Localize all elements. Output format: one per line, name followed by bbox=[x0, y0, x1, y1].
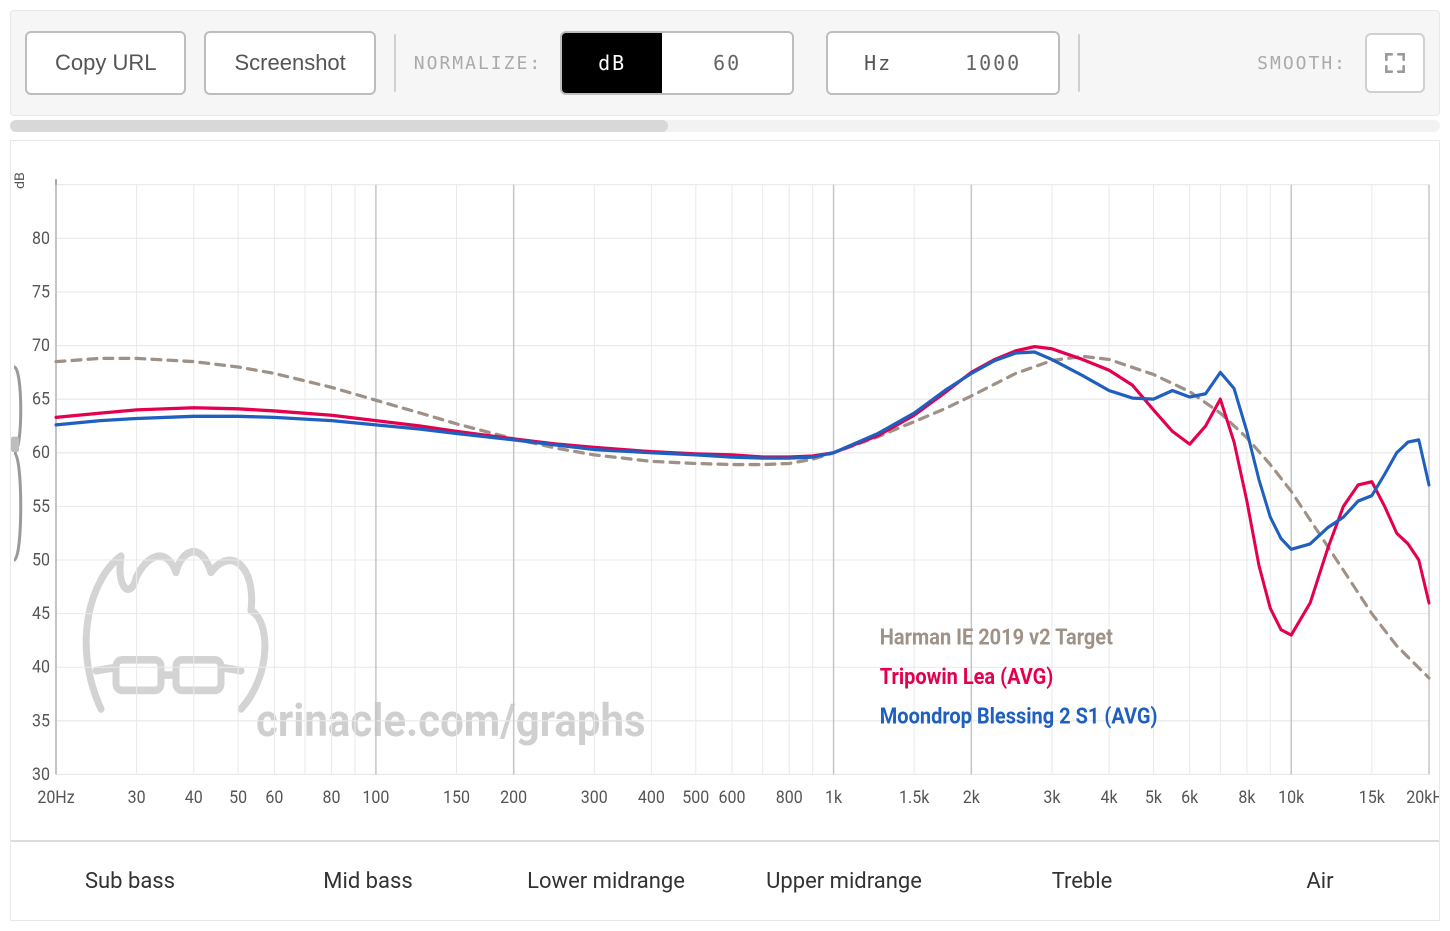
svg-text:55: 55 bbox=[32, 496, 50, 517]
svg-text:40: 40 bbox=[185, 787, 203, 808]
svg-text:1.5k: 1.5k bbox=[899, 787, 930, 808]
svg-text:50: 50 bbox=[32, 550, 50, 571]
svg-text:Tripowin Lea (AVG): Tripowin Lea (AVG) bbox=[880, 665, 1054, 690]
svg-text:80: 80 bbox=[32, 228, 50, 249]
normalize-label: NORMALIZE: bbox=[414, 53, 542, 74]
normalize-hz-input[interactable] bbox=[928, 33, 1058, 93]
app-frame: Copy URL Screenshot NORMALIZE: dB Hz SMO… bbox=[0, 0, 1450, 931]
svg-text:60: 60 bbox=[265, 787, 283, 808]
svg-text:100: 100 bbox=[362, 787, 389, 808]
svg-text:800: 800 bbox=[776, 787, 803, 808]
svg-text:2k: 2k bbox=[963, 787, 981, 808]
svg-text:Moondrop Blessing 2 S1 (AVG): Moondrop Blessing 2 S1 (AVG) bbox=[880, 705, 1158, 730]
svg-text:70: 70 bbox=[32, 335, 50, 356]
svg-text:45: 45 bbox=[32, 603, 50, 624]
band-label: Sub bass bbox=[11, 869, 249, 894]
separator bbox=[1078, 34, 1080, 92]
svg-text:150: 150 bbox=[443, 787, 470, 808]
svg-text:400: 400 bbox=[638, 787, 665, 808]
fullscreen-button[interactable] bbox=[1365, 33, 1425, 93]
svg-text:35: 35 bbox=[32, 711, 50, 732]
normalize-db-input[interactable] bbox=[662, 33, 792, 93]
chart-plot-area: crinacle.com/graphs303540455055606570758… bbox=[11, 141, 1439, 840]
smooth-label: SMOOTH: bbox=[1257, 53, 1347, 74]
svg-text:3k: 3k bbox=[1043, 787, 1061, 808]
chart-panel: crinacle.com/graphs303540455055606570758… bbox=[10, 140, 1440, 921]
svg-text:75: 75 bbox=[32, 282, 50, 303]
svg-text:40: 40 bbox=[32, 657, 50, 678]
normalize-hz-segment: Hz bbox=[826, 31, 1060, 95]
svg-text:8k: 8k bbox=[1238, 787, 1256, 808]
svg-text:500: 500 bbox=[682, 787, 709, 808]
frequency-response-chart: crinacle.com/graphs303540455055606570758… bbox=[11, 141, 1439, 840]
toolbar: Copy URL Screenshot NORMALIZE: dB Hz SMO… bbox=[10, 10, 1440, 116]
svg-text:30: 30 bbox=[128, 787, 146, 808]
svg-text:20kHz: 20kHz bbox=[1406, 787, 1439, 808]
svg-text:Harman IE 2019 v2 Target: Harman IE 2019 v2 Target bbox=[880, 626, 1113, 651]
band-label: Mid bass bbox=[249, 869, 487, 894]
normalize-db-segment: dB bbox=[560, 31, 794, 95]
band-label: Treble bbox=[963, 869, 1201, 894]
svg-text:80: 80 bbox=[323, 787, 341, 808]
normalize-hz-button[interactable]: Hz bbox=[828, 33, 928, 93]
svg-text:30: 30 bbox=[32, 764, 50, 785]
copy-url-button[interactable]: Copy URL bbox=[25, 31, 186, 95]
normalize-db-button[interactable]: dB bbox=[562, 33, 662, 93]
svg-text:10k: 10k bbox=[1278, 787, 1305, 808]
svg-text:60: 60 bbox=[32, 443, 50, 464]
fullscreen-icon bbox=[1382, 50, 1408, 76]
svg-text:5k: 5k bbox=[1145, 787, 1163, 808]
svg-text:50: 50 bbox=[229, 787, 247, 808]
svg-text:200: 200 bbox=[500, 787, 527, 808]
svg-text:20Hz: 20Hz bbox=[37, 787, 74, 808]
slider-thumb[interactable] bbox=[10, 120, 668, 132]
toolbar-scroll-slider[interactable] bbox=[10, 120, 1440, 132]
svg-text:600: 600 bbox=[719, 787, 746, 808]
screenshot-button[interactable]: Screenshot bbox=[204, 31, 375, 95]
svg-text:15k: 15k bbox=[1359, 787, 1386, 808]
separator bbox=[394, 34, 396, 92]
svg-text:65: 65 bbox=[32, 389, 50, 410]
svg-text:300: 300 bbox=[581, 787, 608, 808]
svg-text:dB: dB bbox=[13, 172, 28, 189]
band-label: Air bbox=[1201, 869, 1439, 894]
svg-text:1k: 1k bbox=[825, 787, 843, 808]
svg-text:6k: 6k bbox=[1181, 787, 1199, 808]
svg-text:4k: 4k bbox=[1101, 787, 1119, 808]
frequency-bands-row: Sub bassMid bassLower midrangeUpper midr… bbox=[11, 840, 1439, 920]
band-label: Upper midrange bbox=[725, 869, 963, 894]
band-label: Lower midrange bbox=[487, 869, 725, 894]
